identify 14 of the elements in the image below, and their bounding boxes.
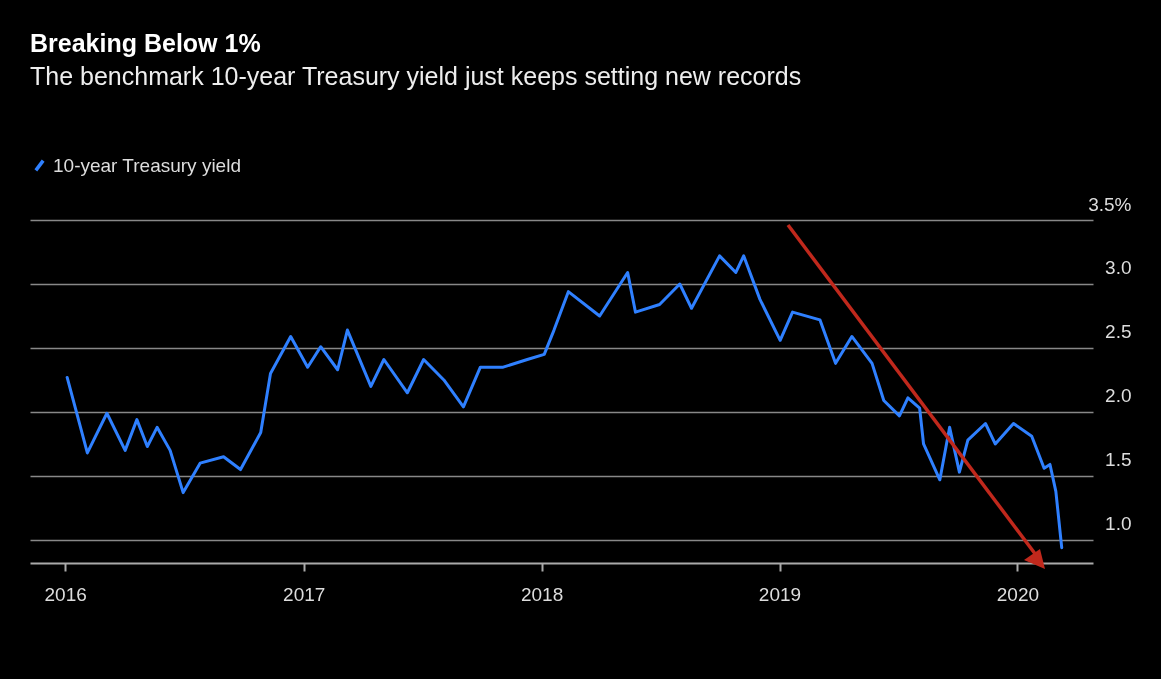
x-tick-label: 2017 <box>283 583 326 605</box>
chart-subtitle: The benchmark 10-year Treasury yield just keeps setting new records <box>30 62 802 90</box>
x-tick-label: 2016 <box>44 583 87 605</box>
y-tick-label: 3.0 <box>1105 257 1132 279</box>
chart-title: Breaking Below 1% <box>30 29 261 57</box>
x-tick-label: 2019 <box>758 583 802 605</box>
legend-label: 10-year Treasury yield <box>53 154 241 176</box>
y-tick-label: 1.0 <box>1105 513 1132 535</box>
x-tick-label: 2018 <box>520 583 564 605</box>
x-tick-label: 2020 <box>996 583 1040 605</box>
y-tick-label: 1.5 <box>1105 449 1132 471</box>
y-tick-label: 2.0 <box>1105 385 1132 407</box>
y-tick-label: 3.5% <box>1088 193 1132 215</box>
y-tick-label: 2.5 <box>1105 321 1132 343</box>
